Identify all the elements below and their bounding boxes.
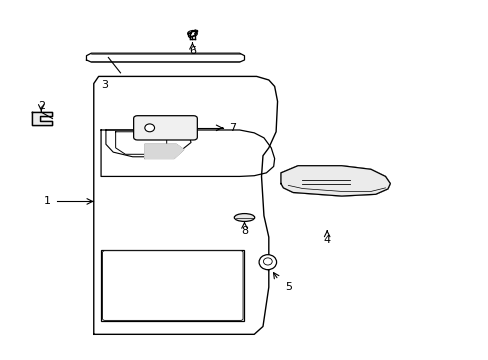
- FancyBboxPatch shape: [102, 251, 243, 320]
- Text: 8: 8: [241, 226, 247, 236]
- Text: 2: 2: [38, 102, 45, 111]
- Text: 7: 7: [228, 123, 235, 133]
- Text: 6: 6: [188, 46, 196, 56]
- Text: 4: 4: [323, 235, 330, 245]
- Ellipse shape: [234, 213, 254, 221]
- Ellipse shape: [263, 258, 272, 265]
- Polygon shape: [31, 112, 52, 125]
- FancyBboxPatch shape: [133, 116, 197, 140]
- Text: 3: 3: [101, 80, 108, 90]
- Text: 5: 5: [284, 282, 291, 292]
- Bar: [101, 249, 244, 321]
- Polygon shape: [144, 144, 183, 158]
- Polygon shape: [281, 166, 389, 196]
- Text: 1: 1: [44, 197, 51, 206]
- Ellipse shape: [144, 124, 154, 132]
- Ellipse shape: [259, 255, 276, 270]
